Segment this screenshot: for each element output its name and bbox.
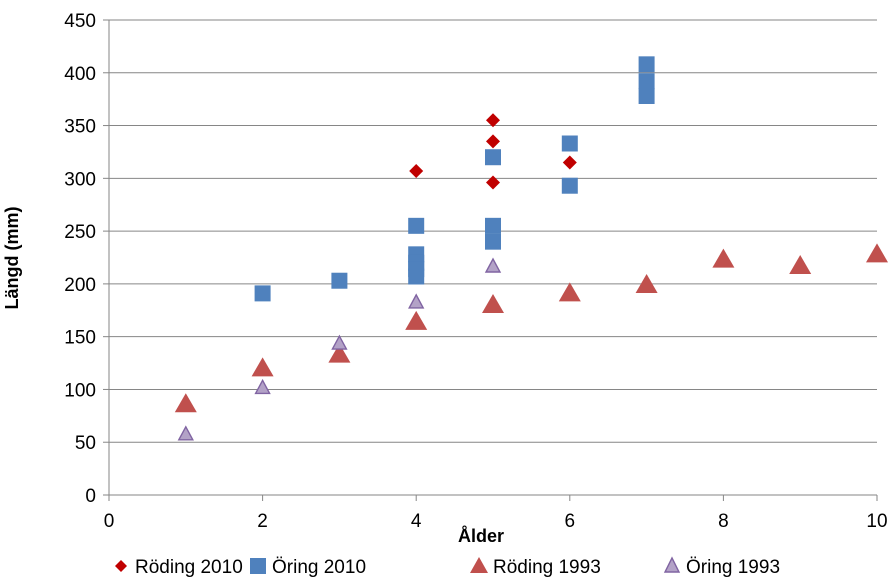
point-s2-1 bbox=[252, 357, 274, 376]
point-s3-4 bbox=[486, 259, 500, 272]
series-1 bbox=[255, 56, 655, 301]
point-s0-0 bbox=[409, 164, 423, 178]
y-tick-label-9: 450 bbox=[64, 11, 96, 32]
point-s1-11 bbox=[562, 178, 578, 194]
legend-label-1: Öring 2010 bbox=[272, 557, 366, 578]
point-s3-0 bbox=[179, 427, 193, 440]
point-s1-6 bbox=[408, 269, 424, 285]
y-tick-label-5: 250 bbox=[64, 222, 96, 243]
point-s3-2 bbox=[332, 336, 346, 349]
legend-item-0: Röding 2010 bbox=[115, 557, 243, 578]
point-s1-2 bbox=[408, 218, 424, 234]
x-axis-title: Ålder bbox=[458, 526, 504, 546]
y-axis-ticks: 0 50 100 150 200 250 300 350 400 450 bbox=[64, 11, 109, 507]
series-2 bbox=[175, 243, 888, 412]
y-tick-label-7: 350 bbox=[64, 117, 96, 138]
x-tick-label-0: 0 bbox=[104, 511, 115, 532]
legend-key-2 bbox=[470, 557, 488, 573]
point-s1-8 bbox=[485, 218, 501, 234]
y-tick-label-8: 400 bbox=[64, 64, 96, 85]
legend-label-0: Röding 2010 bbox=[135, 557, 243, 578]
legend-item-3: Öring 1993 bbox=[665, 557, 780, 578]
point-s2-7 bbox=[712, 249, 734, 268]
data-points bbox=[175, 56, 888, 440]
legend-item-1: Öring 2010 bbox=[250, 557, 366, 578]
point-s1-10 bbox=[562, 136, 578, 152]
point-s0-3 bbox=[486, 176, 500, 190]
point-s0-4 bbox=[563, 156, 577, 170]
point-s1-14 bbox=[639, 88, 655, 104]
x-tick-label-5: 10 bbox=[866, 511, 887, 532]
legend-key-1 bbox=[250, 558, 266, 574]
legend-key-3 bbox=[665, 558, 679, 572]
point-s2-4 bbox=[482, 294, 504, 313]
point-s1-1 bbox=[331, 273, 347, 289]
x-tick-label-4: 8 bbox=[718, 511, 729, 532]
y-tick-label-1: 50 bbox=[75, 433, 96, 454]
y-axis-title: Längd (mm) bbox=[2, 207, 22, 310]
y-tick-label-3: 150 bbox=[64, 328, 96, 349]
point-s1-13 bbox=[639, 73, 655, 89]
point-s3-1 bbox=[256, 380, 270, 393]
point-s0-2 bbox=[486, 134, 500, 148]
point-s1-12 bbox=[639, 56, 655, 72]
legend-label-3: Öring 1993 bbox=[686, 557, 780, 578]
y-tick-label-2: 100 bbox=[64, 380, 96, 401]
legend-label-2: Röding 1993 bbox=[493, 557, 601, 578]
point-s2-3 bbox=[405, 311, 427, 330]
legend-item-2: Röding 1993 bbox=[470, 557, 601, 578]
axes bbox=[109, 20, 877, 495]
point-s3-3 bbox=[409, 295, 423, 308]
point-s2-9 bbox=[866, 243, 888, 262]
point-s2-8 bbox=[789, 255, 811, 274]
x-tick-label-3: 6 bbox=[565, 511, 576, 532]
x-tick-label-1: 2 bbox=[257, 511, 268, 532]
y-tick-label-6: 300 bbox=[64, 169, 96, 190]
x-tick-label-2: 4 bbox=[411, 511, 422, 532]
point-s1-9 bbox=[485, 234, 501, 250]
y-tick-label-4: 200 bbox=[64, 275, 96, 296]
legend: Röding 2010 Öring 2010 Röding 1993 Öring 19… bbox=[115, 557, 780, 578]
point-s1-0 bbox=[255, 285, 271, 301]
point-s2-5 bbox=[559, 282, 581, 301]
legend-key-0 bbox=[115, 560, 127, 572]
y-tick-label-0: 0 bbox=[85, 486, 96, 507]
point-s2-0 bbox=[175, 393, 197, 412]
point-s1-7 bbox=[485, 149, 501, 165]
